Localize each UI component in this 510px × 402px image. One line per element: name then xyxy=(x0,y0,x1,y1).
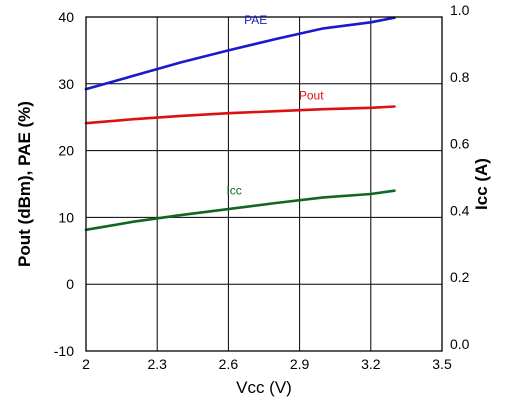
tick-labels: 2 2.3 2.6 2.9 3.2 3.5 -10 0 10 20 30 40 0.0 0.2 0.4 0.6… xyxy=(54,2,470,372)
y2-tick-label: 0.4 xyxy=(450,202,470,218)
x-tick-label: 3.2 xyxy=(361,356,381,372)
y2-tick-label: 0.6 xyxy=(450,136,470,152)
x-tick-label: 3.5 xyxy=(432,356,452,372)
y2-tick-label: 1.0 xyxy=(450,2,470,18)
y-tick-label: 10 xyxy=(58,209,74,225)
x-tick-label: 2.9 xyxy=(290,356,310,372)
grid-lines xyxy=(86,17,442,351)
y2-axis-title: Icc (A) xyxy=(472,158,491,210)
series-label-pae: PAE xyxy=(244,13,267,27)
y2-tick-label: 0.8 xyxy=(450,69,470,85)
series-labels: PAE Pout Icc xyxy=(226,13,324,197)
series-line-pae xyxy=(86,18,395,89)
plot-area xyxy=(86,17,442,351)
x-tick-label: 2 xyxy=(82,356,90,372)
y-axis-title: Pout (dBm), PAE (%) xyxy=(15,101,34,267)
series-lines xyxy=(86,18,395,230)
y-tick-label: 40 xyxy=(58,9,74,25)
series-line-pout xyxy=(86,107,395,124)
y-tick-label: 30 xyxy=(58,76,74,92)
x-axis-title: Vcc (V) xyxy=(236,378,292,397)
y-tick-label: -10 xyxy=(54,343,74,359)
x-tick-label: 2.6 xyxy=(219,356,239,372)
series-label-icc: Icc xyxy=(226,183,241,197)
y-tick-label: 20 xyxy=(58,143,74,159)
y-tick-label: 0 xyxy=(66,276,74,292)
y2-tick-label: 0.0 xyxy=(450,336,470,352)
x-tick-label: 2.3 xyxy=(147,356,167,372)
y2-tick-label: 0.2 xyxy=(450,269,470,285)
series-label-pout: Pout xyxy=(299,89,324,103)
